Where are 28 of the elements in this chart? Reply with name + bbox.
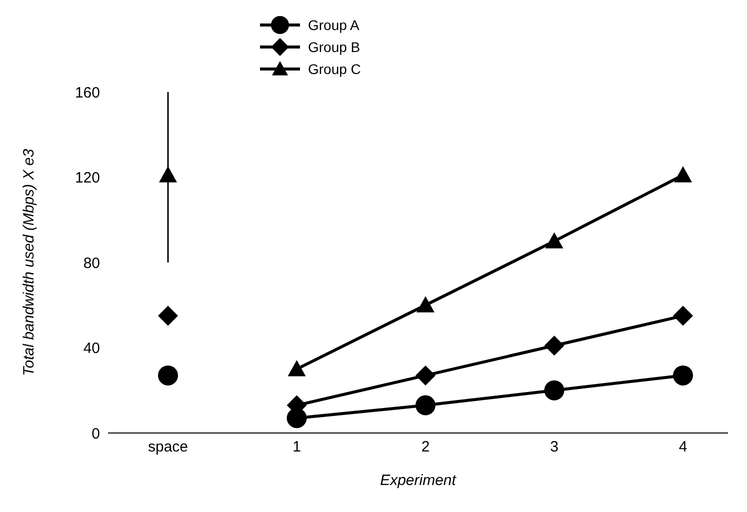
point <box>288 360 306 376</box>
point <box>674 166 692 182</box>
y-tick-label: 0 <box>92 425 100 442</box>
legend-label: Group A <box>308 17 360 33</box>
x-tick-label: 3 <box>550 438 558 456</box>
y-tick-label: 80 <box>83 254 100 272</box>
x-tick-label: 4 <box>678 438 688 456</box>
point <box>416 395 436 416</box>
point <box>416 296 434 312</box>
point <box>545 232 564 248</box>
point <box>159 166 177 182</box>
point <box>416 365 436 386</box>
point <box>158 306 178 326</box>
point <box>158 365 178 386</box>
point <box>673 365 693 386</box>
y-tick-label: 120 <box>74 170 100 187</box>
y-tick-label: 40 <box>83 340 100 358</box>
x-axis-title: Experiment <box>380 472 457 489</box>
legend-label: Group B <box>308 39 360 55</box>
point <box>673 306 693 326</box>
y-axis-title: Total bandwidth used (Mbps) X e3 <box>20 148 38 376</box>
x-tick-label: 1 <box>292 438 301 456</box>
point <box>544 336 564 356</box>
point <box>544 380 564 400</box>
x-tick-label: 2 <box>421 438 430 456</box>
legend-label: Group C <box>308 61 361 77</box>
x-tick-label: space <box>148 438 188 456</box>
y-tick-label: 160 <box>74 84 100 102</box>
